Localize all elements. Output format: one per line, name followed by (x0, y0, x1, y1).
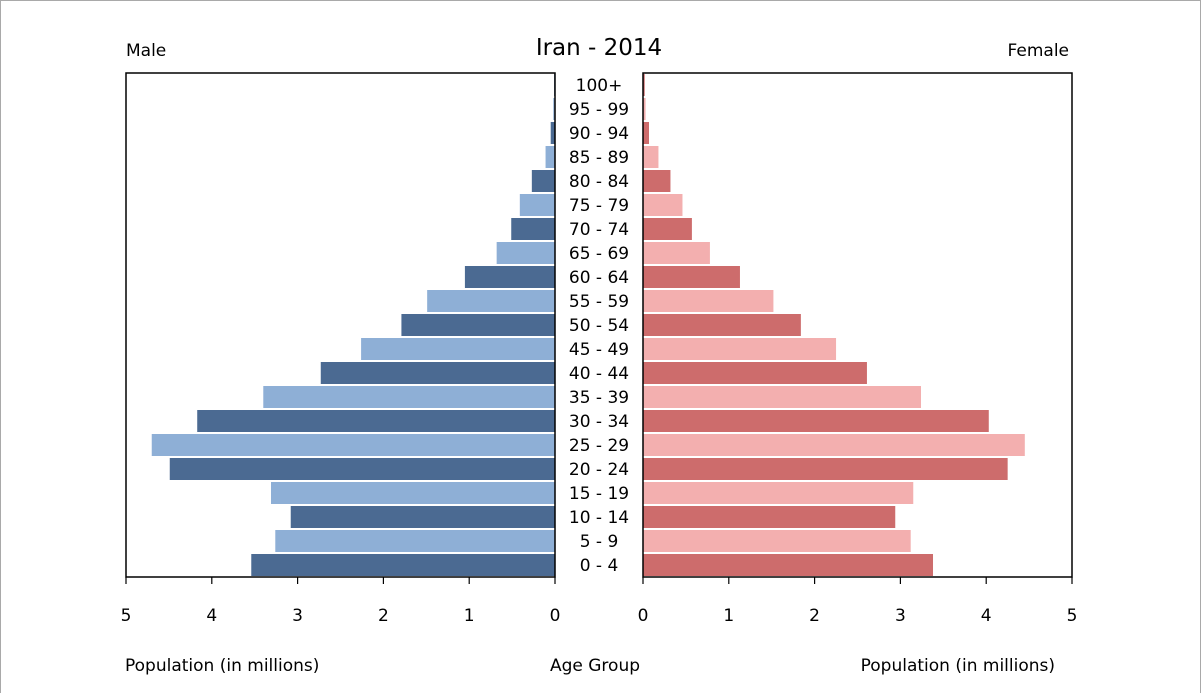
female-bar (643, 266, 740, 288)
male-bar (511, 218, 555, 240)
female-bar (643, 506, 896, 528)
age-group-label: 75 - 79 (569, 196, 629, 216)
age-group-label: 95 - 99 (569, 100, 629, 120)
age-group-label: 45 - 49 (569, 340, 629, 360)
x-axis-ticks: 5 4 3 2 1 0 0 1 2 3 4 5 (121, 577, 1078, 626)
age-group-label: 25 - 29 (569, 436, 629, 456)
female-label: Female (1008, 41, 1069, 61)
female-bar (643, 290, 774, 312)
age-group-label: 70 - 74 (569, 220, 629, 240)
age-group-label: 85 - 89 (569, 148, 629, 168)
age-group-label: 0 - 4 (580, 556, 619, 576)
x-tick-label: 4 (206, 606, 217, 626)
male-bar (151, 434, 556, 456)
male-bar (290, 506, 555, 528)
chart-title: Iran - 2014 (536, 35, 662, 61)
male-x-axis-label: Population (in millions) (125, 656, 319, 676)
age-group-label: 20 - 24 (569, 460, 629, 480)
x-tick-label: 4 (981, 606, 992, 626)
age-group-label: 60 - 64 (569, 268, 629, 288)
male-bar (550, 122, 555, 144)
male-plot-area (125, 72, 556, 578)
x-tick-label: 5 (1067, 606, 1078, 626)
female-bar (643, 554, 934, 576)
male-bar (251, 554, 555, 576)
age-group-label: 90 - 94 (569, 124, 629, 144)
male-bar (263, 386, 555, 408)
male-bar (553, 98, 555, 120)
male-label: Male (126, 41, 166, 61)
male-bar (197, 410, 556, 432)
male-bar (361, 338, 555, 360)
center-x-axis-label: Age Group (550, 656, 640, 676)
age-group-label: 55 - 59 (569, 292, 629, 312)
female-bar (643, 218, 692, 240)
male-bar (496, 242, 555, 264)
x-tick-label: 1 (723, 606, 734, 626)
male-bar (320, 362, 555, 384)
male-bar (519, 194, 555, 216)
female-bar (643, 458, 1008, 480)
x-tick-label: 3 (895, 606, 906, 626)
male-bar (464, 266, 555, 288)
male-bar (401, 314, 555, 336)
female-bar (643, 482, 914, 504)
female-bar (643, 386, 921, 408)
age-group-label: 10 - 14 (569, 508, 629, 528)
female-bar (643, 194, 683, 216)
female-bar (643, 530, 911, 552)
female-bar (643, 170, 671, 192)
age-group-label: 30 - 34 (569, 412, 629, 432)
x-tick-label: 5 (121, 606, 132, 626)
age-group-label: 15 - 19 (569, 484, 629, 504)
x-tick-label: 2 (809, 606, 820, 626)
female-bar (643, 410, 989, 432)
female-bar (643, 98, 646, 120)
female-x-axis-label: Population (in millions) (861, 656, 1055, 676)
x-tick-label: 3 (292, 606, 303, 626)
male-bar (427, 290, 555, 312)
male-bars (151, 74, 556, 576)
male-bar (169, 458, 555, 480)
male-bar (271, 482, 555, 504)
female-bar (643, 74, 645, 96)
female-bar (643, 242, 710, 264)
x-tick-label: 0 (550, 606, 561, 626)
age-group-label: 40 - 44 (569, 364, 629, 384)
female-bar (643, 146, 659, 168)
male-bar (545, 146, 555, 168)
age-group-label: 80 - 84 (569, 172, 629, 192)
female-bar (643, 338, 837, 360)
female-bar (643, 434, 1025, 456)
age-group-label: 5 - 9 (580, 532, 619, 552)
male-bar (531, 170, 555, 192)
female-bar (643, 314, 801, 336)
age-group-label: 100+ (576, 76, 623, 96)
age-group-label: 65 - 69 (569, 244, 629, 264)
age-group-label: 50 - 54 (569, 316, 629, 336)
age-group-label: 35 - 39 (569, 388, 629, 408)
female-bars (643, 74, 1025, 576)
x-tick-label: 1 (464, 606, 475, 626)
x-tick-label: 2 (378, 606, 389, 626)
female-bar (643, 362, 867, 384)
male-bar (275, 530, 555, 552)
x-tick-label: 0 (638, 606, 649, 626)
female-plot-area (642, 72, 1073, 578)
female-bar (643, 122, 650, 144)
age-group-labels: 100+ 95 - 99 90 - 94 85 - 89 80 - 84 75 - 79 7… (569, 76, 629, 576)
